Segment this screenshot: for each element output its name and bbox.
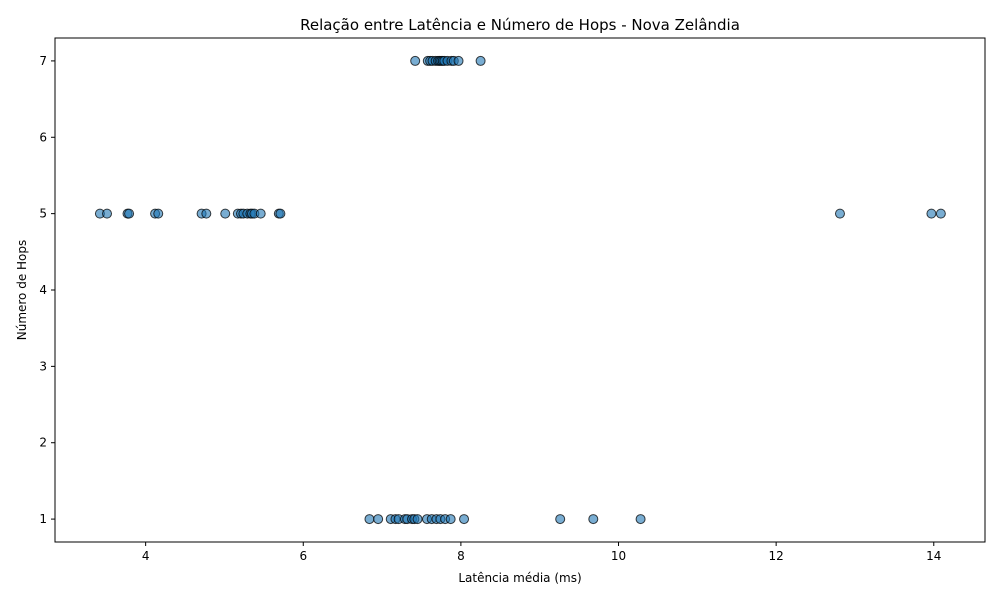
plot-frame	[54, 37, 986, 543]
x-tick-label: 12	[769, 549, 784, 563]
data-point	[255, 208, 266, 219]
y-tick-label: 3	[39, 359, 47, 373]
x-tick-label: 8	[457, 549, 465, 563]
x-tick-label: 10	[611, 549, 626, 563]
y-tick-label: 5	[39, 207, 47, 221]
data-point	[220, 208, 231, 219]
data-point	[364, 514, 375, 525]
y-tick-label: 6	[39, 130, 47, 144]
data-point	[926, 208, 937, 219]
points-layer	[94, 55, 946, 525]
x-tick-label: 4	[142, 549, 150, 563]
data-point	[445, 514, 456, 525]
x-tick-label: 14	[926, 549, 941, 563]
data-point	[555, 514, 566, 525]
y-tick-label: 1	[39, 512, 47, 526]
data-point	[475, 55, 486, 66]
data-point	[201, 208, 212, 219]
x-tick-label: 6	[299, 549, 307, 563]
data-point	[102, 208, 113, 219]
data-point	[412, 514, 423, 525]
data-point	[373, 514, 384, 525]
data-point	[459, 514, 470, 525]
data-point	[588, 514, 599, 525]
data-point	[834, 208, 845, 219]
data-point	[453, 55, 464, 66]
data-point	[935, 208, 946, 219]
data-point	[635, 514, 646, 525]
data-point	[410, 55, 421, 66]
data-point	[153, 208, 164, 219]
y-tick-label: 7	[39, 54, 47, 68]
y-tick-label: 4	[39, 283, 47, 297]
data-point	[124, 208, 135, 219]
x-axis-title: Latência média (ms)	[458, 571, 581, 585]
chart-title: Relação entre Latência e Número de Hops …	[300, 16, 740, 34]
y-axis-title: Número de Hops	[15, 240, 29, 341]
data-point	[275, 208, 286, 219]
y-tick-label: 2	[39, 436, 47, 450]
